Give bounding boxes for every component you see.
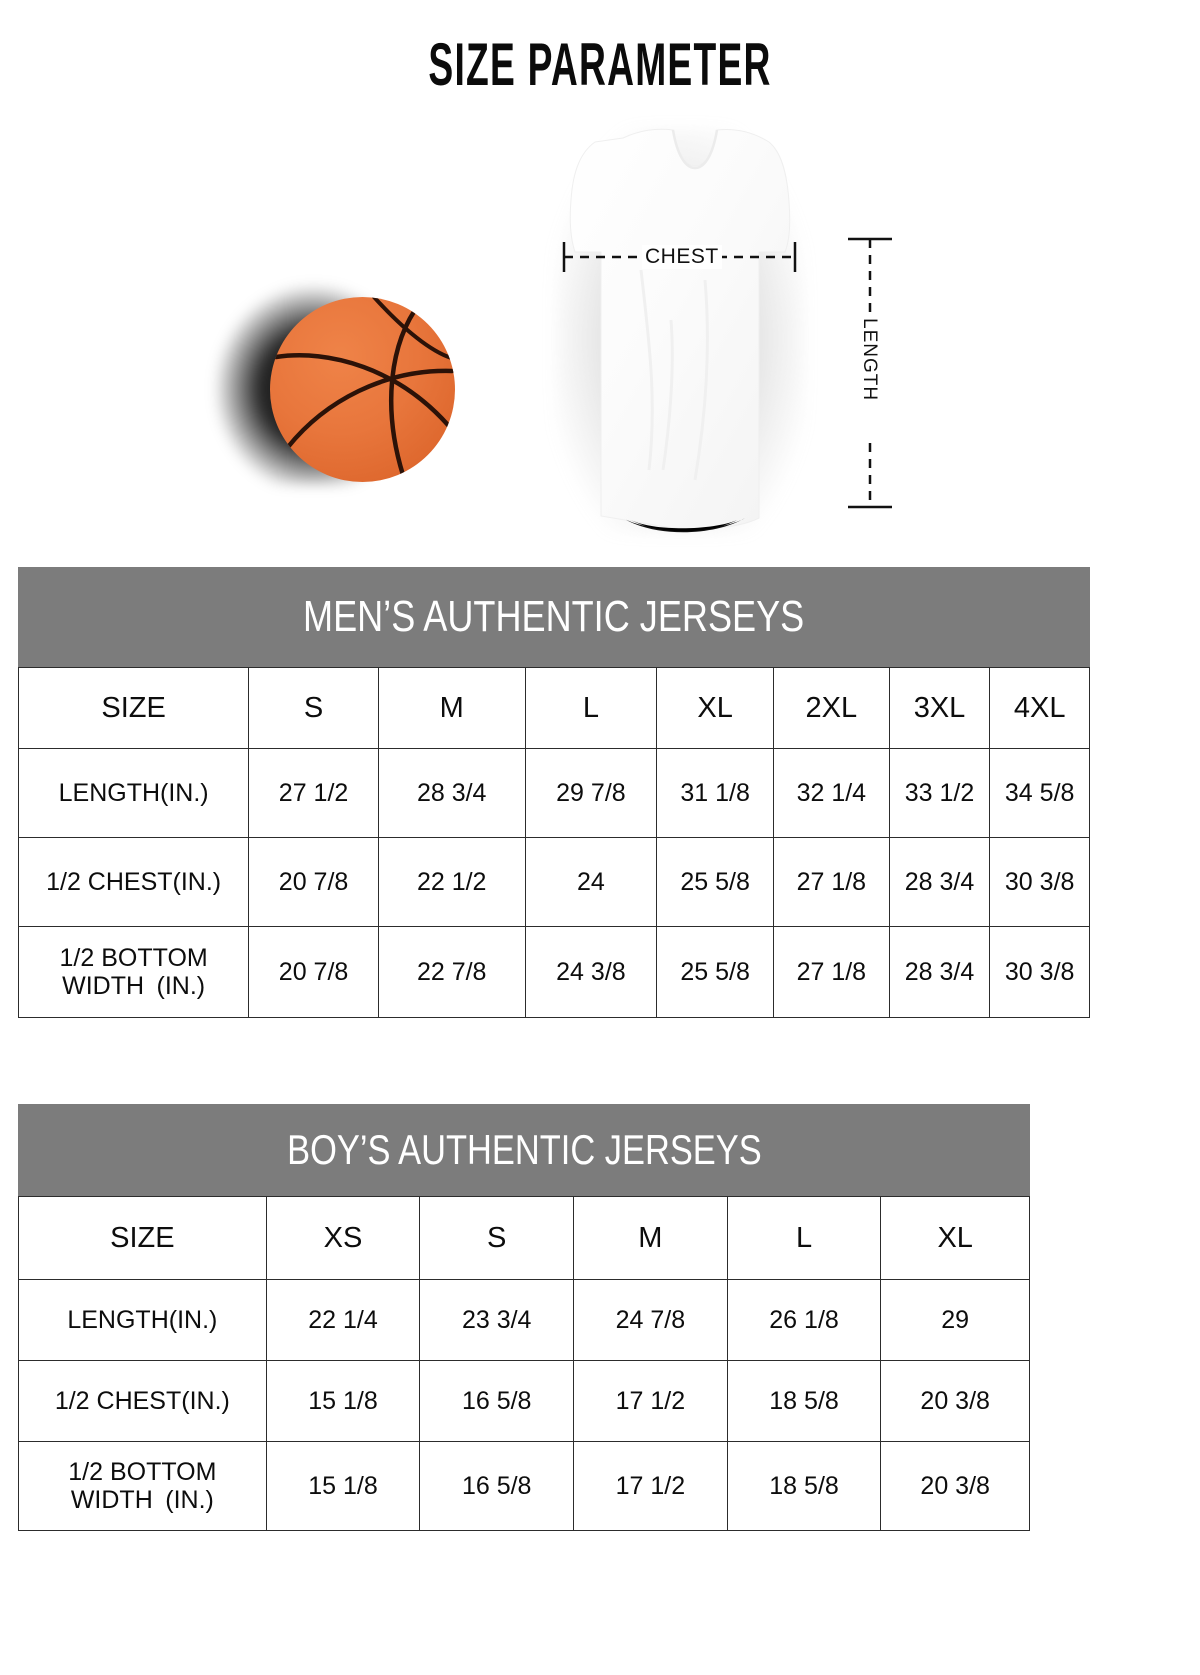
cell-bottom-3xl: 28 3/4 bbox=[888, 926, 991, 1018]
mens-size-table: SIZE S M L XL 2XL 3XL 4XL LENGTH(IN.) 27… bbox=[17, 667, 1090, 1018]
cell-chest-s: 16 5/8 bbox=[419, 1360, 575, 1442]
cell-chest-3xl: 28 3/4 bbox=[888, 837, 991, 927]
jersey-shape bbox=[569, 128, 791, 533]
col-header-m: M bbox=[377, 667, 526, 749]
cell-bottom-4xl: 30 3/8 bbox=[989, 926, 1090, 1018]
cell-bottom-s: 16 5/8 bbox=[419, 1441, 575, 1531]
col-header-l: L bbox=[524, 667, 658, 749]
row-label-half-bottom-width: 1/2 BOTTOM WIDTH (IN.) bbox=[18, 1441, 267, 1531]
cell-bottom-xl: 25 5/8 bbox=[656, 926, 775, 1018]
cell-length-4xl: 34 5/8 bbox=[989, 748, 1090, 838]
cell-chest-s: 20 7/8 bbox=[248, 837, 379, 927]
col-header-xl: XL bbox=[880, 1196, 1030, 1280]
basketball-icon bbox=[215, 275, 475, 510]
col-header-s: S bbox=[248, 667, 379, 749]
cell-length-xl: 29 bbox=[880, 1279, 1030, 1361]
cell-bottom-2xl: 27 1/8 bbox=[773, 926, 890, 1018]
cell-length-m: 24 7/8 bbox=[573, 1279, 728, 1361]
mens-table-block: MEN’S AUTHENTIC JERSEYS SIZE S M L XL 2X… bbox=[17, 567, 1090, 1018]
cell-bottom-l: 18 5/8 bbox=[726, 1441, 882, 1531]
boys-table-title: BOY’S AUTHENTIC JERSEYS bbox=[18, 1104, 1030, 1196]
chest-dimension-line bbox=[562, 242, 797, 272]
table-row-header: SIZE XS S M L XL bbox=[18, 1196, 1030, 1280]
table-row-header: SIZE S M L XL 2XL 3XL 4XL bbox=[17, 667, 1090, 749]
col-header-4xl: 4XL bbox=[989, 667, 1090, 749]
cell-chest-2xl: 27 1/8 bbox=[773, 837, 890, 927]
jersey-icon: CHEST bbox=[545, 120, 815, 540]
row-label-length: LENGTH(IN.) bbox=[18, 1279, 267, 1361]
col-header-2xl: 2XL bbox=[773, 667, 890, 749]
row-label-line2: WIDTH (IN.) bbox=[62, 972, 206, 1000]
row-label-line1: 1/2 BOTTOM bbox=[68, 1458, 217, 1486]
table-row: 1/2 BOTTOM WIDTH (IN.) 15 1/8 16 5/8 17 … bbox=[18, 1441, 1030, 1531]
row-label-half-chest: 1/2 CHEST(IN.) bbox=[18, 1360, 267, 1442]
table-row: LENGTH(IN.) 22 1/4 23 3/4 24 7/8 26 1/8 … bbox=[18, 1279, 1030, 1361]
col-header-l: L bbox=[726, 1196, 882, 1280]
cell-length-2xl: 32 1/4 bbox=[773, 748, 890, 838]
col-header-xs: XS bbox=[265, 1196, 421, 1280]
row-label-line2: WIDTH (IN.) bbox=[70, 1486, 214, 1514]
table-row: 1/2 BOTTOM WIDTH (IN.) 20 7/8 22 7/8 24 … bbox=[17, 926, 1090, 1018]
cell-chest-m: 17 1/2 bbox=[573, 1360, 728, 1442]
cell-bottom-xs: 15 1/8 bbox=[265, 1441, 421, 1531]
cell-chest-xl: 20 3/8 bbox=[880, 1360, 1030, 1442]
cell-chest-4xl: 30 3/8 bbox=[989, 837, 1090, 927]
cell-chest-m: 22 1/2 bbox=[377, 837, 526, 927]
length-label: LENGTH bbox=[858, 315, 880, 405]
chest-label: CHEST bbox=[642, 245, 722, 269]
row-label-line1: 1/2 BOTTOM bbox=[59, 944, 208, 972]
cell-length-l: 26 1/8 bbox=[726, 1279, 882, 1361]
col-header-s: S bbox=[419, 1196, 575, 1280]
col-header-xl: XL bbox=[656, 667, 775, 749]
col-header-size: SIZE bbox=[18, 1196, 267, 1280]
cell-chest-xl: 25 5/8 bbox=[656, 837, 775, 927]
boys-table-title-text: BOY’S AUTHENTIC JERSEYS bbox=[286, 1126, 762, 1173]
table-row: 1/2 CHEST(IN.) 20 7/8 22 1/2 24 25 5/8 2… bbox=[17, 837, 1090, 927]
mens-table-title-text: MEN’S AUTHENTIC JERSEYS bbox=[303, 592, 805, 641]
cell-length-xl: 31 1/8 bbox=[656, 748, 775, 838]
cell-chest-l: 18 5/8 bbox=[726, 1360, 882, 1442]
length-dimension-line bbox=[848, 237, 892, 509]
table-row: LENGTH(IN.) 27 1/2 28 3/4 29 7/8 31 1/8 … bbox=[17, 748, 1090, 838]
illustration-band: CHEST LENGTH bbox=[0, 110, 1200, 540]
table-row: 1/2 CHEST(IN.) 15 1/8 16 5/8 17 1/2 18 5… bbox=[18, 1360, 1030, 1442]
mens-table-title: MEN’S AUTHENTIC JERSEYS bbox=[18, 567, 1090, 667]
cell-bottom-m: 22 7/8 bbox=[377, 926, 526, 1018]
page-title: SIZE PARAMETER bbox=[428, 31, 772, 98]
row-label-half-bottom-width: 1/2 BOTTOM WIDTH (IN.) bbox=[17, 926, 250, 1018]
cell-bottom-s: 20 7/8 bbox=[248, 926, 379, 1018]
cell-bottom-m: 17 1/2 bbox=[573, 1441, 728, 1531]
row-label-length: LENGTH(IN.) bbox=[17, 748, 250, 838]
cell-length-m: 28 3/4 bbox=[377, 748, 526, 838]
cell-chest-xs: 15 1/8 bbox=[265, 1360, 421, 1442]
col-header-m: M bbox=[573, 1196, 728, 1280]
col-header-size: SIZE bbox=[17, 667, 250, 749]
cell-length-s: 23 3/4 bbox=[419, 1279, 575, 1361]
cell-length-3xl: 33 1/2 bbox=[888, 748, 991, 838]
cell-chest-l: 24 bbox=[524, 837, 658, 927]
cell-bottom-l: 24 3/8 bbox=[524, 926, 658, 1018]
cell-length-xs: 22 1/4 bbox=[265, 1279, 421, 1361]
cell-bottom-xl: 20 3/8 bbox=[880, 1441, 1030, 1531]
col-header-3xl: 3XL bbox=[888, 667, 991, 749]
cell-length-l: 29 7/8 bbox=[524, 748, 658, 838]
cell-length-s: 27 1/2 bbox=[248, 748, 379, 838]
basketball-sphere bbox=[270, 297, 455, 482]
row-label-half-chest: 1/2 CHEST(IN.) bbox=[17, 837, 250, 927]
boys-size-table: SIZE XS S M L XL LENGTH(IN.) 22 1/4 23 3… bbox=[18, 1196, 1030, 1531]
boys-table-block: BOY’S AUTHENTIC JERSEYS SIZE XS S M L XL… bbox=[18, 1104, 1030, 1531]
